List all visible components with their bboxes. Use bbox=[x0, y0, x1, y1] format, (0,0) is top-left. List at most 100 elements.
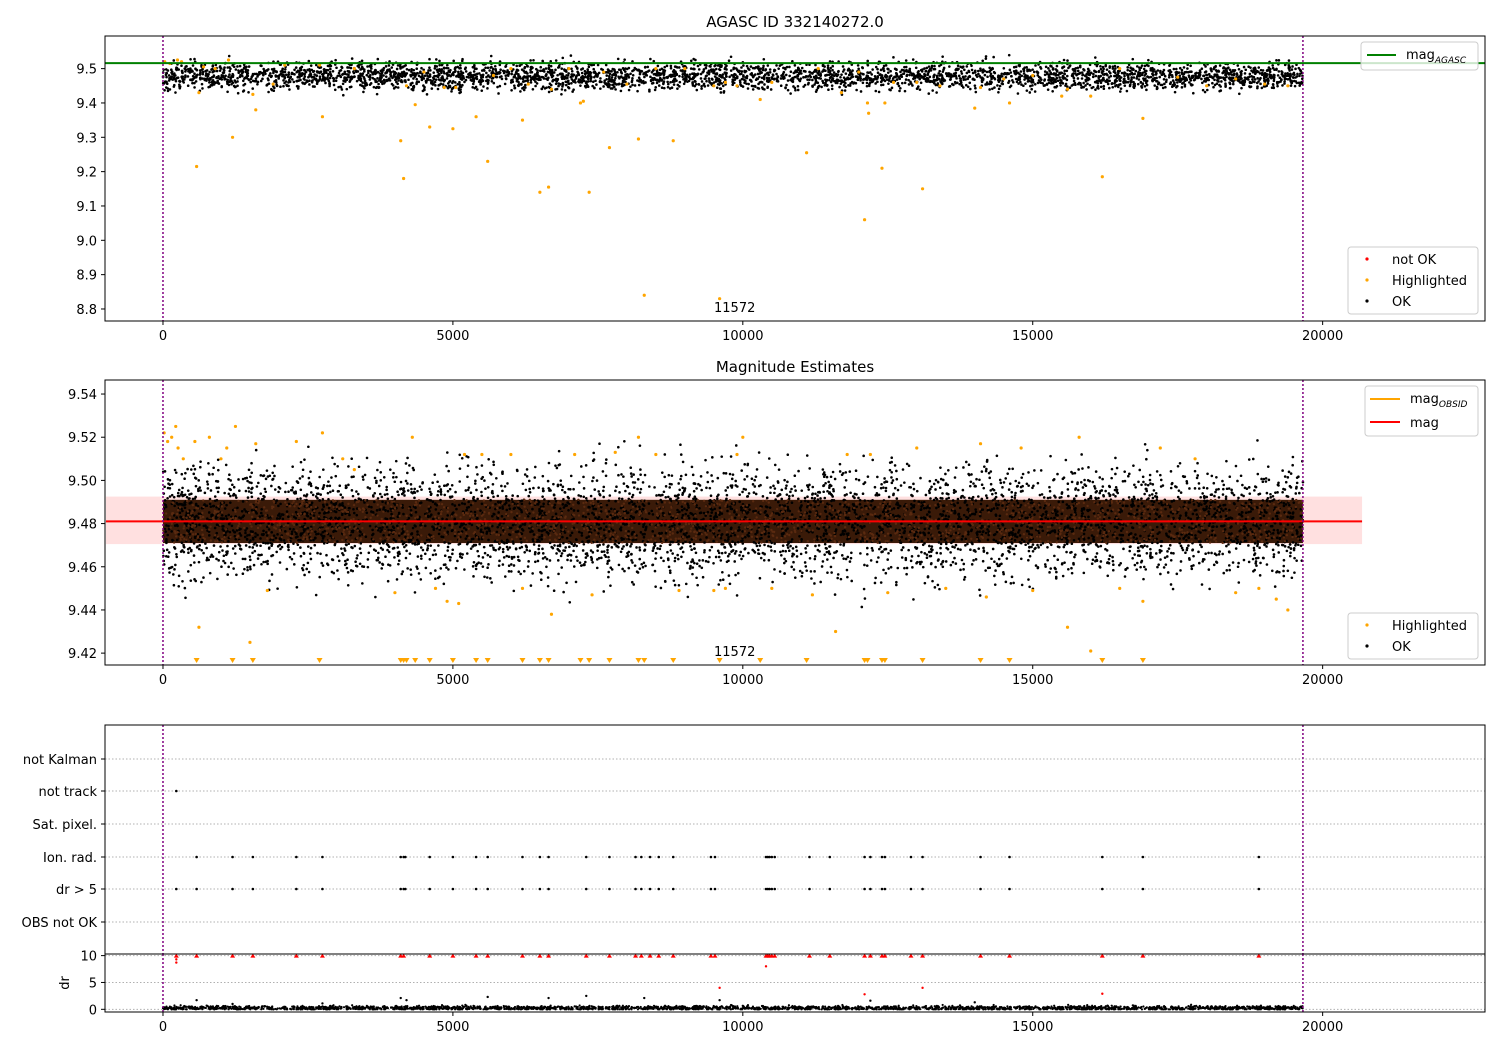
data-point-ok bbox=[988, 80, 992, 83]
data-point-ok bbox=[486, 82, 490, 85]
data-point-ok bbox=[1068, 65, 1071, 68]
data-point-ok bbox=[1156, 80, 1159, 83]
data-point-ok bbox=[830, 87, 834, 91]
data-point-ok bbox=[693, 80, 697, 83]
data-point-ok bbox=[662, 73, 666, 77]
data-point-ok bbox=[397, 79, 400, 82]
data-point-ok bbox=[1298, 74, 1301, 78]
data-point-ok bbox=[572, 88, 575, 91]
data-point-ok bbox=[799, 77, 803, 80]
data-point-ok bbox=[303, 73, 306, 76]
data-point-ok bbox=[735, 76, 739, 80]
data-point-ok bbox=[549, 64, 553, 68]
data-point-ok bbox=[1129, 79, 1132, 83]
data-point-ok bbox=[748, 78, 752, 82]
data-point-ok bbox=[396, 86, 400, 89]
data-point-ok bbox=[975, 75, 979, 78]
data-point-ok bbox=[786, 79, 790, 82]
data-point-ok bbox=[743, 463, 747, 466]
data-point-ok bbox=[1063, 72, 1066, 75]
data-point-ok bbox=[662, 70, 665, 74]
data-point-ok bbox=[599, 77, 602, 80]
data-point-ok bbox=[1156, 508, 1159, 511]
data-point-ok bbox=[1135, 65, 1139, 68]
data-point-ok bbox=[681, 73, 685, 76]
data-point-ok bbox=[923, 74, 927, 78]
data-point-ok bbox=[1101, 77, 1105, 81]
data-point-ok bbox=[228, 473, 231, 476]
data-point-ok bbox=[1147, 58, 1150, 62]
data-point-ok bbox=[848, 71, 852, 74]
data-point-ok bbox=[472, 70, 476, 73]
data-point-ok bbox=[705, 79, 708, 83]
data-point-ok bbox=[449, 74, 452, 78]
data-point-ok bbox=[459, 66, 462, 70]
data-point-ok bbox=[560, 92, 563, 96]
data-point-ok bbox=[783, 572, 786, 575]
data-point-ok bbox=[486, 74, 490, 77]
data-point-ok bbox=[567, 79, 570, 83]
data-point-ok bbox=[965, 71, 969, 75]
data-point-ok bbox=[828, 78, 831, 82]
data-point-ok bbox=[1122, 547, 1125, 551]
data-point-ok bbox=[1173, 90, 1177, 94]
data-point-ok bbox=[172, 83, 176, 87]
data-point-ok bbox=[672, 70, 676, 74]
data-point-highlighted bbox=[567, 67, 571, 71]
data-point-ok bbox=[226, 90, 229, 94]
data-point-ok bbox=[272, 67, 276, 71]
data-point-ok bbox=[1187, 70, 1190, 74]
data-point-ok bbox=[1027, 69, 1031, 72]
data-point-ok bbox=[437, 544, 440, 547]
data-point-ok bbox=[810, 496, 814, 500]
data-point-ok bbox=[412, 77, 415, 80]
data-point-ok bbox=[868, 76, 871, 80]
data-point-ok bbox=[443, 78, 447, 82]
data-point-highlighted bbox=[723, 80, 728, 84]
data-point-ok bbox=[421, 74, 424, 78]
data-point-ok bbox=[876, 71, 880, 75]
data-point-ok bbox=[746, 67, 750, 70]
data-point-ok bbox=[1283, 75, 1286, 79]
data-point-ok bbox=[1060, 79, 1063, 83]
data-point-ok bbox=[1146, 75, 1149, 78]
data-point-ok bbox=[860, 66, 864, 69]
data-point-ok bbox=[1144, 81, 1148, 85]
data-point-highlighted bbox=[549, 87, 554, 91]
data-point-ok bbox=[662, 86, 666, 90]
data-point-ok bbox=[1123, 84, 1127, 87]
data-point-ok bbox=[554, 59, 558, 62]
data-point-ok bbox=[1168, 543, 1172, 547]
data-point-ok bbox=[1231, 82, 1235, 86]
data-point-ok bbox=[332, 83, 336, 87]
data-point-ok bbox=[711, 456, 714, 459]
data-point-ok bbox=[1198, 74, 1202, 77]
data-point-ok bbox=[403, 64, 406, 68]
data-point-ok bbox=[425, 93, 429, 96]
data-point-ok bbox=[762, 64, 765, 68]
data-point-highlighted bbox=[642, 293, 646, 297]
data-point-ok bbox=[394, 85, 398, 89]
data-point-ok bbox=[751, 548, 754, 552]
data-point-ok bbox=[350, 57, 354, 60]
data-point-ok bbox=[842, 68, 846, 71]
data-point-ok bbox=[890, 476, 893, 479]
data-point-ok bbox=[236, 91, 240, 95]
data-point-ok bbox=[716, 82, 720, 86]
data-point-ok bbox=[1069, 527, 1072, 531]
data-point-ok bbox=[1207, 78, 1211, 82]
data-point-ok bbox=[669, 80, 672, 84]
data-point-ok bbox=[908, 69, 911, 73]
data-point-ok bbox=[1070, 566, 1073, 570]
data-point-ok bbox=[395, 80, 398, 84]
data-point-ok bbox=[882, 66, 885, 70]
data-point-ok bbox=[524, 76, 527, 79]
data-point-ok bbox=[968, 81, 972, 85]
data-point-ok bbox=[219, 67, 223, 70]
data-point-ok bbox=[935, 78, 939, 82]
y-tick-label: 9.50 bbox=[68, 474, 97, 489]
data-point-ok bbox=[949, 75, 953, 79]
data-point-ok bbox=[229, 501, 232, 504]
data-point-ok bbox=[241, 500, 245, 503]
data-point-ok bbox=[1262, 77, 1266, 80]
